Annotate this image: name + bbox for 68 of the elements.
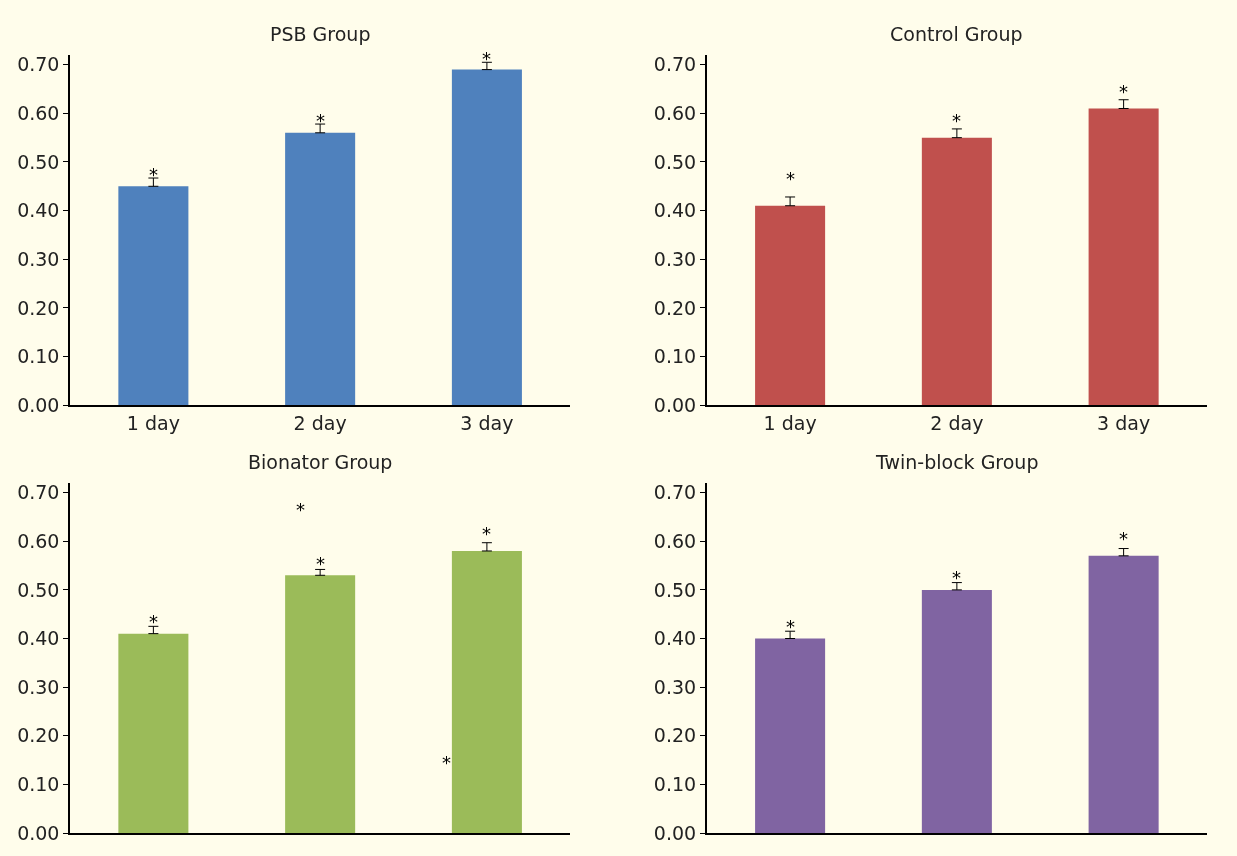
bar [285,132,356,406]
annotation: * [952,567,961,588]
bar [451,550,522,833]
y-tick-label: 0.00 [17,821,60,844]
x-tick-label: 3 day [460,411,514,434]
y-tick-label: 0.20 [17,724,60,747]
y-tick-label: 0.60 [653,102,697,124]
y-tick-label: 0.70 [17,481,60,504]
bar [118,186,189,406]
y-tick-label: 0.70 [653,53,697,76]
y-tick-label: 0.40 [17,627,60,650]
y-tick-label: 0.10 [17,345,60,368]
annotation: * [149,164,158,185]
y-tick-label: 0.30 [17,675,60,698]
y-tick-label: 0.70 [17,53,60,76]
y-tick-label: 0.30 [17,247,60,270]
y-tick-label: 0.40 [17,199,60,222]
y-tick-label: 0.60 [17,529,60,552]
y-tick-label: 0.20 [653,724,697,747]
y-tick-label: 0.60 [17,102,60,124]
y-tick-label: 0.00 [653,821,697,844]
y-tick-label: 0.00 [653,393,697,416]
x-tick-label: 1 day [763,411,817,434]
bar [118,633,189,833]
annotation: * [482,523,491,544]
bar [1088,108,1159,406]
bar [451,69,522,406]
y-tick-label: 0.30 [653,675,697,698]
chart-title: Bionator Group [248,451,393,473]
bar [921,137,992,406]
y-tick-label: 0.70 [653,481,697,504]
bar [921,589,992,833]
annotation: * [296,499,305,520]
y-tick-label: 0.60 [653,529,697,552]
y-tick-label: 0.50 [17,150,60,173]
annotation: * [952,110,961,131]
annotation: * [786,168,795,189]
y-tick-label: 0.10 [653,345,697,368]
annotation: * [1119,528,1128,549]
annotation: * [1119,81,1128,102]
y-tick-label: 0.40 [653,627,697,650]
bar [755,205,826,406]
y-tick-label: 0.20 [17,296,60,319]
bar [1088,555,1159,833]
chart-title: Control Group [890,23,1023,45]
bar [755,638,826,833]
y-tick-label: 0.00 [17,393,60,416]
y-tick-label: 0.50 [653,150,697,173]
bar [285,575,356,833]
annotation: * [149,611,158,632]
y-tick-label: 0.30 [653,247,697,270]
annotation: * [482,48,491,69]
annotation: * [442,752,451,773]
y-tick-label: 0.50 [17,578,60,601]
x-tick-label: 2 day [930,411,984,434]
x-tick-label: 3 day [1097,411,1151,434]
annotation: * [786,616,795,637]
y-tick-label: 0.10 [17,773,60,796]
annotation: * [316,110,325,131]
annotation: * [316,553,325,574]
y-tick-label: 0.40 [653,199,697,222]
chart-title: PSB Group [270,23,371,45]
y-tick-label: 0.20 [653,296,697,319]
x-tick-label: 1 day [126,411,180,434]
chart-title: Twin-block Group [875,451,1039,473]
x-tick-label: 2 day [293,411,347,434]
y-tick-label: 0.50 [653,578,697,601]
y-tick-label: 0.10 [653,773,697,796]
